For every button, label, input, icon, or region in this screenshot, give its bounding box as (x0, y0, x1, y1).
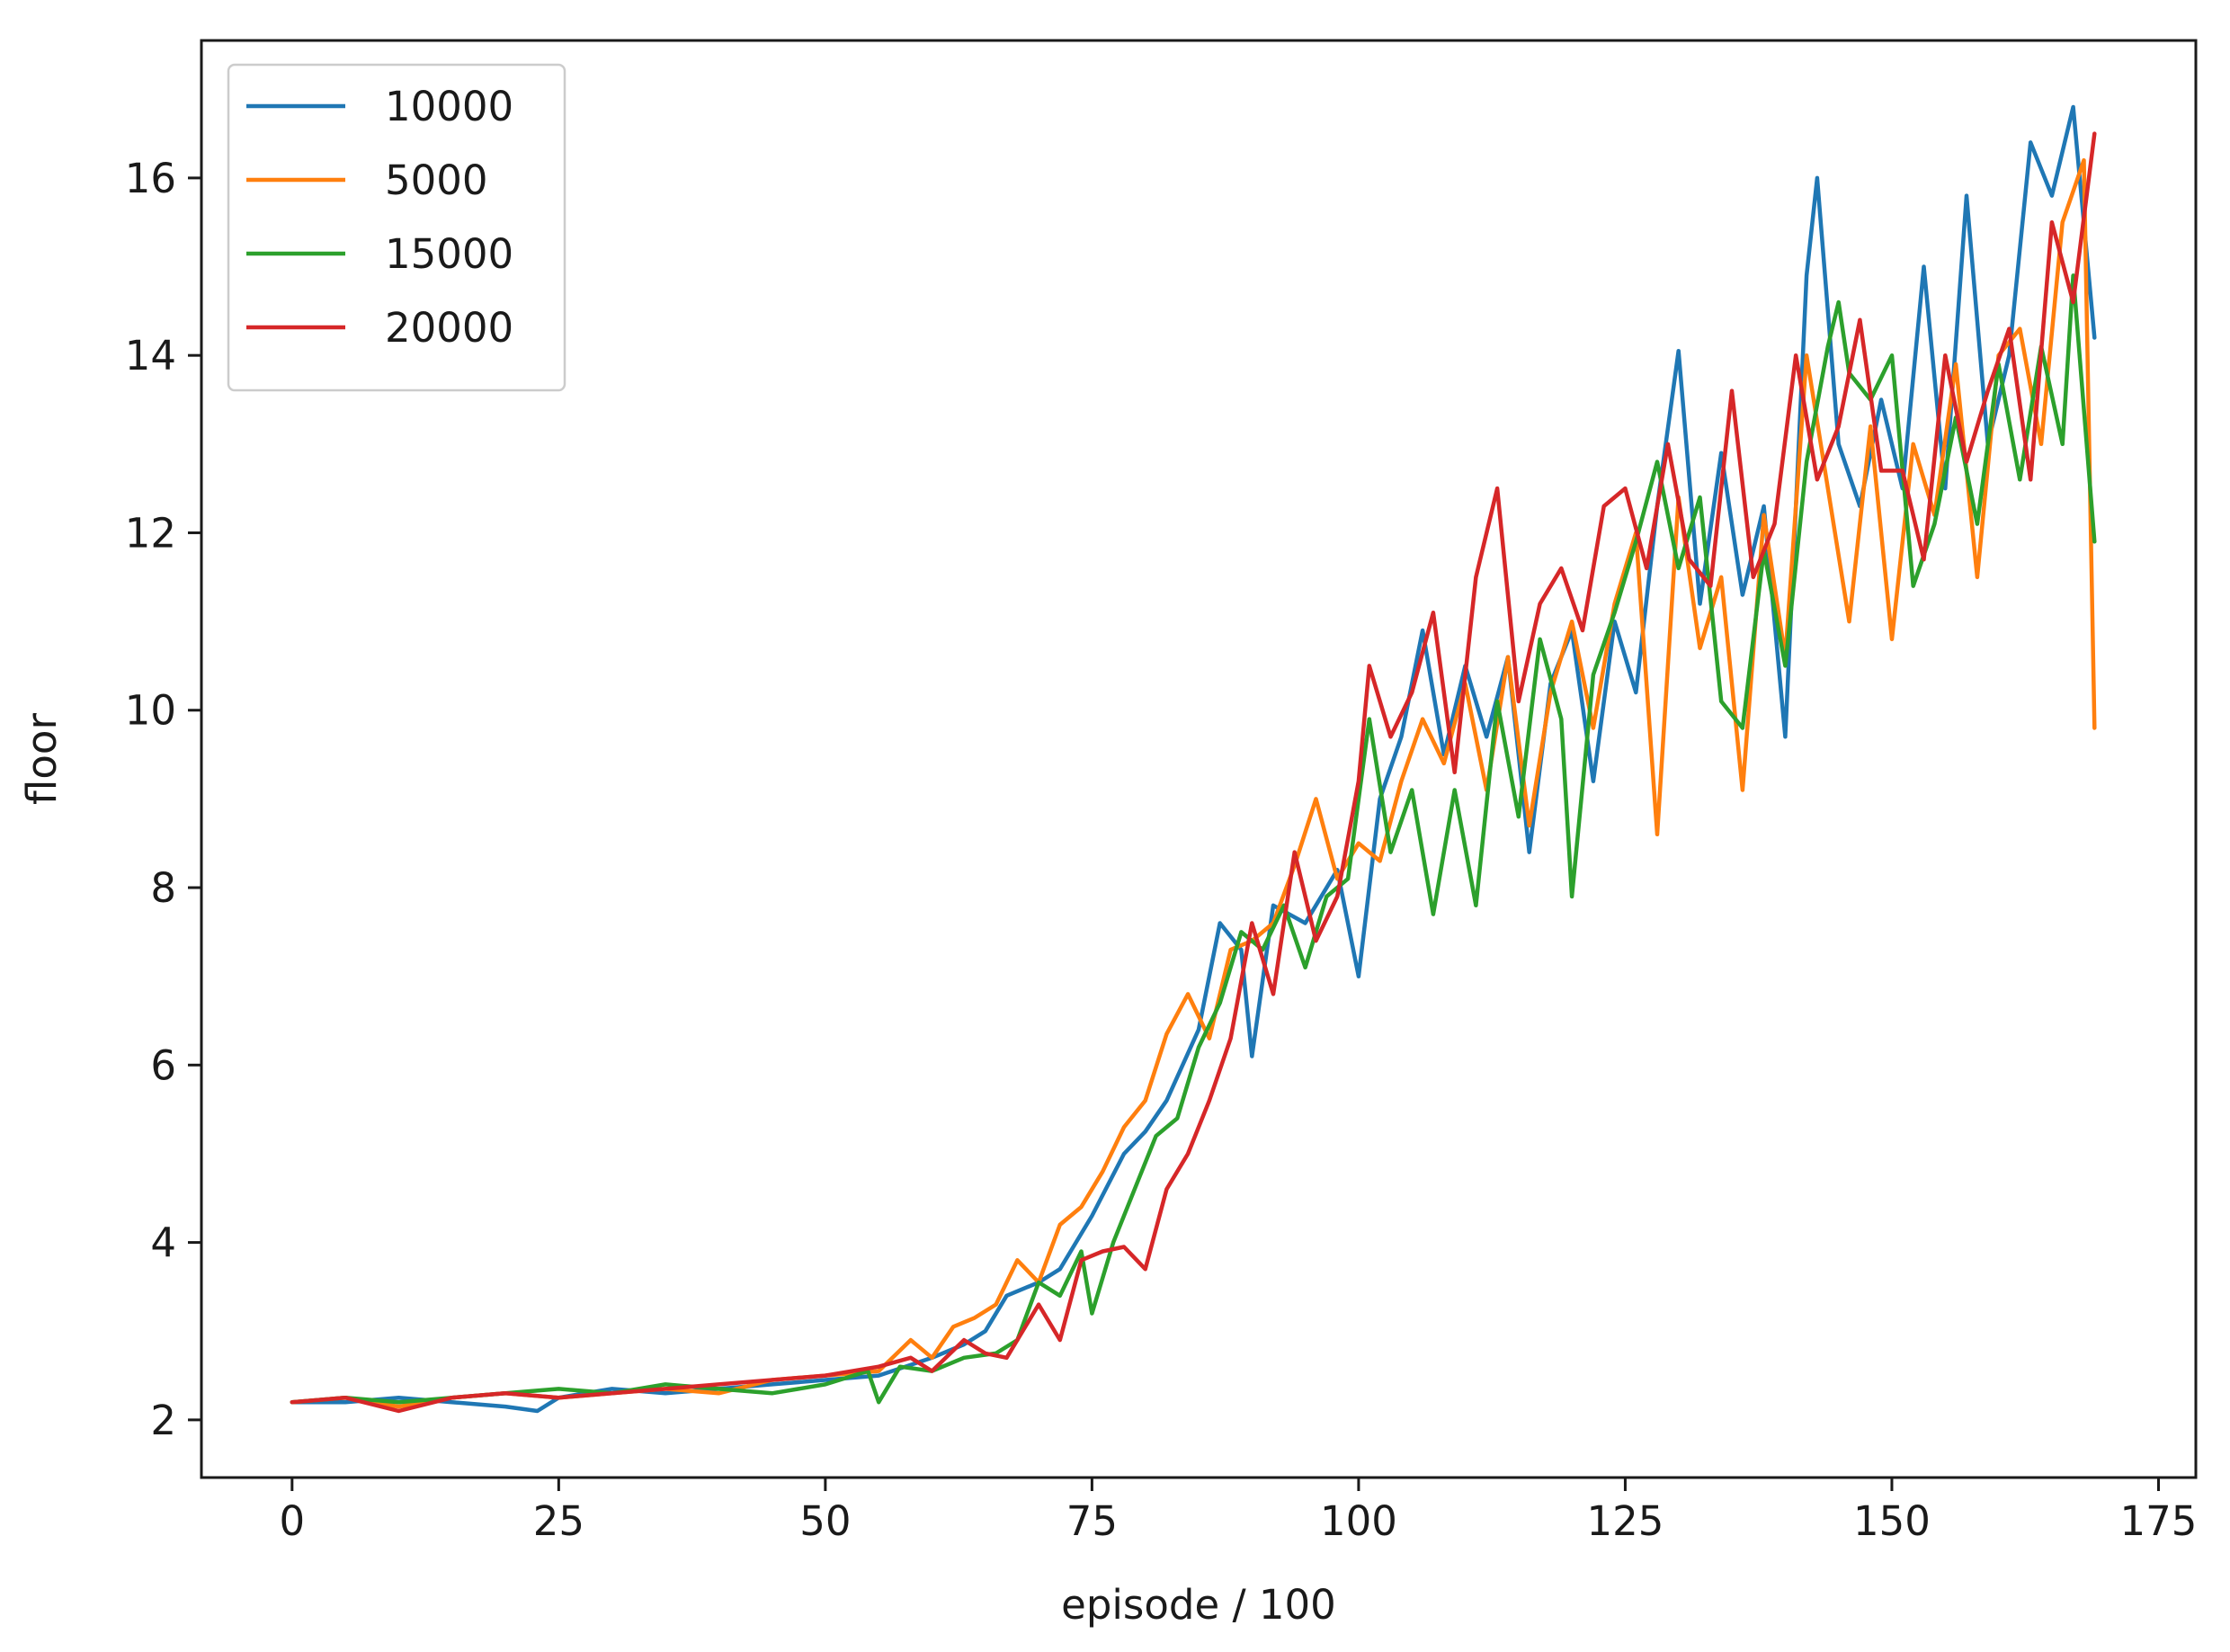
x-tick-label: 50 (799, 1497, 851, 1545)
x-axis-label: episode / 100 (1061, 1581, 1336, 1629)
y-tick-label: 2 (150, 1397, 176, 1444)
y-axis: 2 4 6 8 10 12 14 16 (125, 155, 201, 1444)
x-tick-label: 100 (1320, 1497, 1397, 1545)
y-tick-label: 8 (150, 864, 176, 912)
legend-label-15000: 15000 (385, 230, 513, 278)
y-tick-label: 10 (125, 687, 176, 735)
x-tick-label: 150 (1853, 1497, 1931, 1545)
x-tick-label: 175 (2120, 1497, 2198, 1545)
series-line-5000 (290, 157, 2097, 1409)
y-tick-label: 4 (150, 1219, 176, 1267)
y-tick-label: 16 (125, 155, 176, 202)
plot-frame (200, 39, 2198, 1479)
legend-label-10000: 10000 (385, 83, 513, 130)
x-tick-label: 25 (533, 1497, 584, 1545)
legend-label-20000: 20000 (385, 304, 513, 352)
series-line-20000 (290, 131, 2097, 1414)
series-layer (290, 104, 2097, 1414)
series-line-15000 (290, 273, 2097, 1405)
y-tick-label: 12 (125, 509, 176, 557)
x-tick-label: 0 (279, 1497, 305, 1545)
y-tick-label: 14 (125, 332, 176, 380)
x-axis: 0 25 50 75 100 125 150 175 (279, 1478, 2197, 1545)
legend: 10000 5000 15000 20000 (227, 63, 566, 392)
legend-label-5000: 5000 (385, 156, 488, 204)
x-tick-label: 75 (1066, 1497, 1118, 1545)
y-tick-label: 6 (150, 1041, 176, 1089)
x-tick-label: 125 (1586, 1497, 1664, 1545)
legend-box (227, 63, 566, 392)
y-axis-label: floor (18, 713, 66, 805)
